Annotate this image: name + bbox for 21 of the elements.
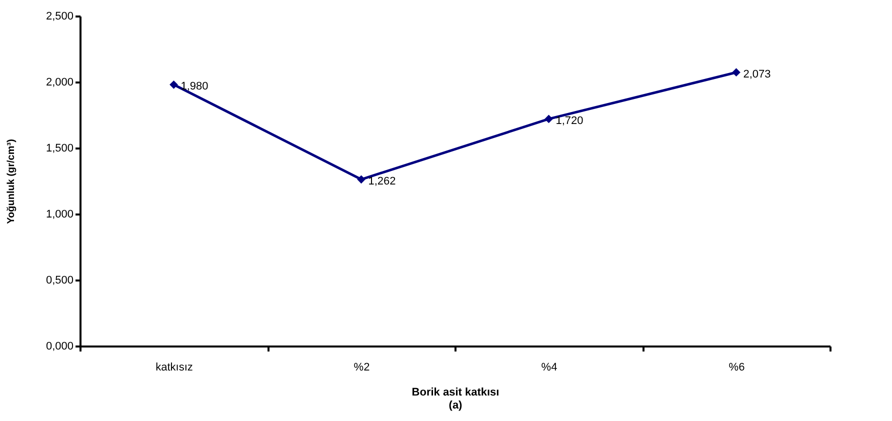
y-tick-label: 1,500 xyxy=(46,142,74,154)
data-label: 1,262 xyxy=(368,175,396,188)
x-tick-label: %2 xyxy=(354,362,370,374)
x-tick-label: %6 xyxy=(728,362,745,374)
x-axis-title: Borik asit katkısı xyxy=(412,386,500,398)
point xyxy=(170,80,178,89)
y-tick-label: 0,500 xyxy=(46,274,74,286)
y-axis-title: Yoğunluk (gr/cm³) xyxy=(6,139,17,224)
point xyxy=(357,175,366,184)
y-tick-label: 1,000 xyxy=(46,208,74,220)
point xyxy=(732,68,740,77)
point xyxy=(544,114,553,124)
y-tick-label: 2,500 xyxy=(46,10,74,22)
data-label: 1,980 xyxy=(180,80,208,93)
x-tick-label: katkısız xyxy=(156,362,193,374)
data-label: 1,720 xyxy=(556,114,584,127)
y-tick-label: 0,000 xyxy=(46,340,74,352)
y-tick-label: 2,000 xyxy=(46,76,74,88)
x-tick-label: %4 xyxy=(541,362,558,374)
data-label: 2,073 xyxy=(743,68,771,80)
text: (a) xyxy=(448,400,463,412)
